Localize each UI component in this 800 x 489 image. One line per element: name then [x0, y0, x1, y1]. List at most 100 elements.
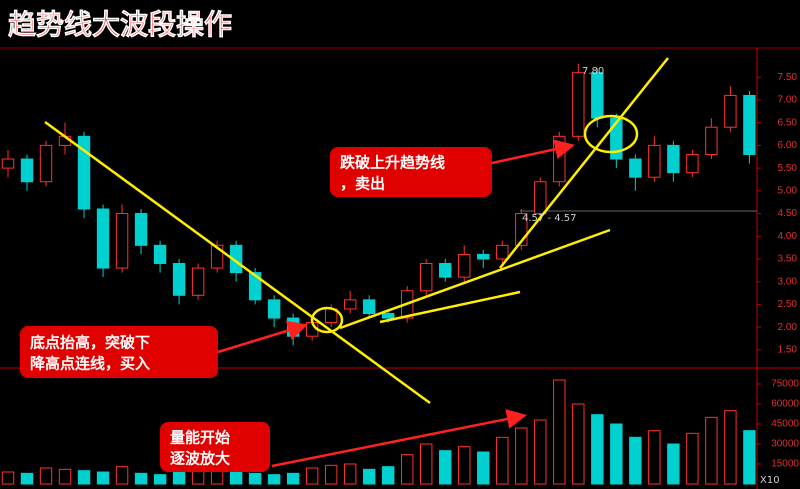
volume-bar [134, 472, 148, 485]
volume-bar [591, 414, 604, 485]
volume-bar [496, 436, 509, 485]
volume-bar [324, 464, 338, 485]
volume-bar [20, 472, 34, 485]
volume-bar [77, 470, 91, 485]
callout-box [330, 147, 492, 197]
trendline [44, 120, 431, 405]
volume-bar [553, 379, 566, 485]
candle-body [77, 135, 91, 210]
candle-body [267, 299, 281, 319]
candle-body [648, 144, 661, 178]
chart-title: 趋势线大波段操作 [8, 8, 232, 41]
y-tick-label: 2.00 [778, 322, 798, 333]
scale-label: X10 [760, 475, 780, 486]
y-tick-label: 3.00 [778, 276, 798, 287]
volume-bar [439, 450, 452, 485]
candle-body [382, 312, 395, 319]
y2-tick-label: 30000 [771, 439, 799, 450]
y-tick-label: 4.00 [778, 231, 798, 242]
y-tick-label: 1.50 [778, 344, 798, 355]
y-tick-label: 4.50 [778, 208, 798, 219]
volume-bar [343, 463, 357, 485]
volume-bar [648, 430, 661, 485]
volume-bar [382, 466, 395, 485]
callout-text: 逐波放大 [170, 450, 230, 468]
volume-bar [153, 474, 167, 485]
volume-bar [39, 467, 53, 485]
trendline [499, 57, 669, 269]
y2-tick-label: 60000 [771, 399, 799, 410]
arrow [271, 409, 527, 468]
y2-tick-label: 75000 [771, 379, 799, 390]
volume-bar [534, 419, 547, 485]
candle-body [743, 94, 756, 155]
y-tick-label: 2.50 [778, 299, 798, 310]
volume-bar [248, 472, 262, 485]
candle-body [229, 244, 243, 274]
callout-text: 降高点连线，买入 [30, 355, 150, 373]
y2-tick-label: 15000 [771, 459, 799, 470]
candle-body [134, 213, 148, 246]
volume-bar [1, 471, 15, 485]
volume-bar [743, 430, 756, 485]
volume-bar [686, 432, 699, 485]
candle-body [515, 213, 528, 246]
callout-text: ，卖出 [340, 175, 385, 193]
volume-bar [705, 416, 718, 485]
candle-body [591, 72, 604, 119]
volume-bar [401, 454, 414, 485]
volume-bar [115, 466, 129, 485]
callout-text: 底点抬高，突破下 [30, 334, 150, 352]
volume-bar [515, 427, 528, 485]
y-tick-label: 7.00 [778, 95, 798, 106]
y-tick-label: 5.50 [778, 163, 798, 174]
candle-body [39, 144, 53, 183]
volume-bar [286, 472, 300, 485]
candle-body [629, 158, 642, 178]
volume-bar [172, 471, 186, 485]
trendline [379, 290, 521, 324]
arrow [217, 320, 308, 354]
volume-bar [305, 467, 319, 485]
volume-bar [420, 443, 433, 485]
candle-body [96, 208, 110, 269]
candle-body [115, 213, 129, 269]
callout-text: 量能开始 [170, 429, 230, 447]
volume-bar [362, 468, 376, 485]
candle-body [610, 117, 623, 160]
candle-body [153, 244, 167, 265]
candle-body [191, 267, 205, 296]
peak-label: 7.80 [582, 66, 604, 77]
candle-body [420, 263, 433, 292]
volume-bar [458, 446, 471, 485]
y2-tick-label: 45000 [771, 419, 799, 430]
callout-box [20, 326, 218, 378]
candle-body [20, 158, 34, 183]
volume-bar [191, 470, 205, 485]
volume-bar [667, 443, 680, 485]
candle-body [362, 299, 376, 314]
candle-body [534, 181, 547, 215]
volume-bar [229, 471, 243, 485]
candle-body [172, 263, 186, 296]
candle-body [724, 94, 737, 128]
highlight-circle [583, 114, 639, 154]
arrows [217, 139, 575, 468]
y-tick-label: 5.00 [778, 185, 798, 196]
candle-body [477, 253, 490, 260]
candle-body [667, 144, 680, 174]
y-tick-label: 6.50 [778, 117, 798, 128]
volume-bar [572, 403, 585, 485]
trendlines [44, 57, 669, 405]
y-tick-label: 6.00 [778, 140, 798, 151]
volume-bar [96, 471, 110, 485]
candle-body [1, 158, 15, 169]
candle-body [572, 72, 585, 137]
y-tick-label: 7.50 [778, 72, 798, 83]
highlight-circle [310, 306, 344, 334]
candle-body [248, 272, 262, 301]
callout-text: 跌破上升趋势线 [340, 154, 445, 172]
volume-bar [267, 474, 281, 485]
